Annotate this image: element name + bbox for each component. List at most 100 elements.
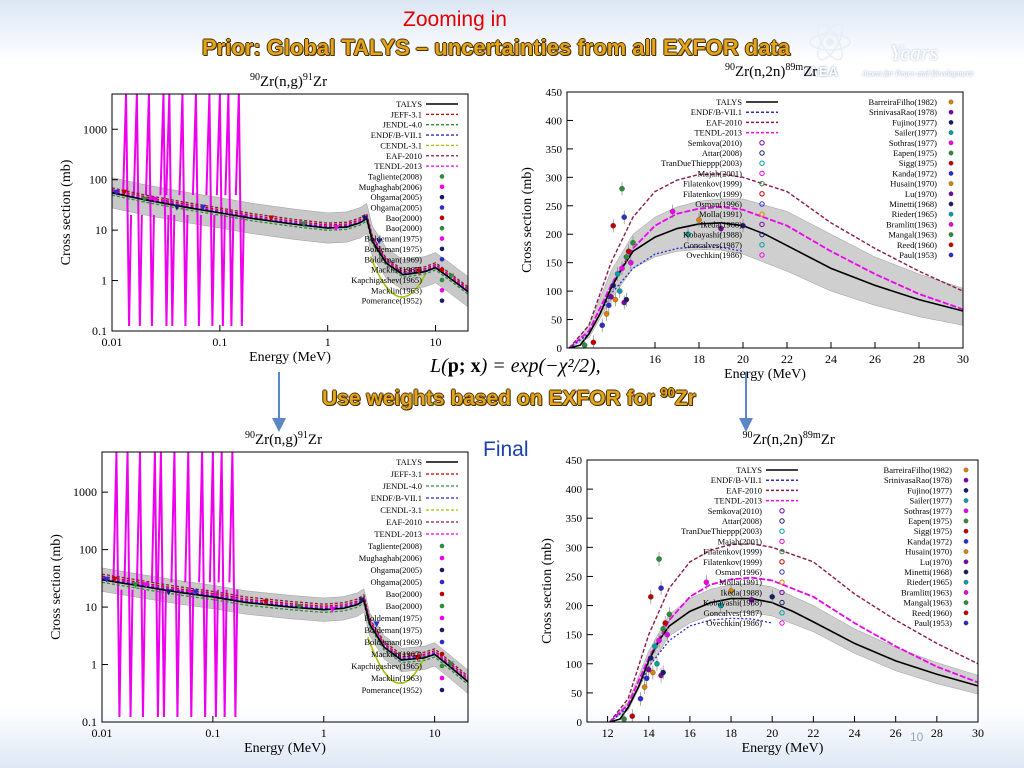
legend-marker	[779, 559, 785, 565]
y-tick-label: 50	[571, 688, 583, 700]
chart-svg: 12 14 16 18 20 22 24 26 28 3005010015020025030035…	[540, 455, 984, 756]
y-axis-label: Cross section (mb)	[49, 534, 64, 640]
y-tick-label: 100	[89, 173, 107, 187]
legend-entry: TALYS	[396, 99, 422, 109]
data-point	[192, 589, 199, 596]
y-tick-label: 150	[546, 258, 563, 270]
y-tick-label: 200	[566, 601, 583, 613]
legend: TALYS JEFF-3.1 JENDL-4.0 ENDF/B-VII.1 CENDL-…	[351, 457, 458, 695]
legend-entry: Boldeman(1975)	[364, 625, 422, 635]
legend-entry: Semkova(2010)	[708, 506, 762, 516]
x-tick-label: 18	[693, 352, 705, 366]
legend-entry: Husain(1970)	[905, 547, 952, 557]
data-point	[414, 654, 421, 661]
plot-frame	[566, 91, 964, 349]
legend-entry: Mangal(1963)	[903, 598, 952, 608]
tendl-line	[609, 576, 979, 723]
legend-entry: Rieder(1965)	[907, 577, 952, 587]
data-point	[300, 221, 307, 228]
y-tick-label: 200	[546, 229, 563, 241]
legend-entry: ENDF/B-VII.1	[711, 475, 762, 485]
x-tick-label: 0.1	[212, 335, 227, 349]
resonance-line	[228, 451, 239, 718]
legend-entry: Molla(1991)	[699, 209, 742, 219]
legend-marker	[439, 687, 445, 693]
chart-ng-prior: 0.01 0.1 1 10 0.1 1 10 100 1000 Energy (MeV) Cross…	[40, 72, 480, 367]
data-point	[268, 215, 275, 222]
y-tick-label: 0	[577, 717, 583, 729]
legend-marker	[759, 201, 765, 207]
data-point	[669, 208, 676, 215]
logo-years-text: Years	[890, 40, 939, 65]
legend-entry: Semkova(2010)	[688, 138, 742, 148]
y-tick-label: 1000	[73, 485, 97, 499]
y-tick-label: 400	[566, 484, 583, 496]
data-point	[728, 588, 734, 594]
legend-entry: CENDL-3.1	[380, 505, 422, 515]
legend-marker	[948, 130, 954, 135]
chart-ng-final: 0.01 0.1 1 10 0.1 1 10 100 1000 Energy (MeV) Cross…	[30, 430, 480, 758]
legend-entry: Reed(1960)	[912, 608, 952, 618]
legend-entry: Eapen(1975)	[908, 516, 952, 526]
data-point	[333, 225, 340, 232]
y-tick-label: 10	[85, 600, 97, 614]
data-point	[619, 185, 625, 192]
legend-marker	[779, 599, 785, 606]
legend-entry: Fujino(1977)	[907, 485, 952, 495]
legend-entry: Bramlitt(1963)	[886, 219, 937, 229]
legend-entry: Lu(1970)	[905, 189, 937, 199]
legend-marker	[779, 508, 785, 514]
legend-marker	[759, 180, 765, 187]
data-point	[650, 669, 656, 676]
data-point	[648, 655, 654, 661]
data-point	[656, 637, 662, 644]
legend-entry: Bao(2000)	[386, 223, 423, 233]
data-point	[740, 222, 746, 229]
data-point	[415, 268, 422, 275]
y-axis-label: Cross section (mb)	[59, 159, 74, 265]
resonance-line	[150, 451, 161, 718]
y-axis-label: Cross section (mb)	[520, 167, 535, 273]
eaf-line	[609, 543, 979, 723]
resonance-line	[234, 93, 245, 327]
legend-marker	[948, 150, 954, 156]
data-point	[623, 296, 630, 303]
data-point	[621, 214, 627, 220]
logo-org-text: IAEA	[804, 64, 840, 79]
legend-entry: TENDL-2013	[374, 529, 422, 539]
y-tick-label: 450	[546, 87, 563, 99]
data-point	[141, 196, 148, 203]
legend-entry: Ohgama(2005)	[371, 577, 423, 587]
x-tick-label: 22	[807, 726, 819, 740]
legend-marker	[439, 288, 445, 293]
legend-marker	[439, 543, 445, 549]
legend-marker	[963, 600, 969, 605]
legend-entry: Ikeda(1988)	[720, 587, 762, 597]
data-point	[664, 631, 671, 638]
data-point	[358, 597, 365, 604]
data-point	[652, 643, 658, 650]
legend-marker	[963, 620, 969, 626]
legend-marker	[779, 620, 785, 626]
evaluation-line	[101, 573, 469, 677]
legend-marker	[439, 555, 445, 561]
legend-entry: Ikeda(1988)	[700, 219, 742, 229]
legend-entry: Tagliente(2008)	[368, 171, 422, 181]
legend-marker	[759, 221, 765, 228]
legend-entry: TENDL-2013	[374, 161, 422, 171]
data-point	[262, 599, 269, 606]
y-tick-label: 350	[546, 144, 563, 156]
x-tick-label: 1	[325, 335, 331, 349]
y-tick-label: 0.1	[82, 715, 97, 729]
legend-left: TALYSENDF/B-VII.1EAF-2010TENDL-2013Semko…	[661, 97, 778, 260]
legend-marker	[759, 211, 765, 217]
legend-entry: Fujino(1977)	[892, 117, 937, 127]
legend-marker	[963, 549, 969, 554]
legend-entry: ENDF/B-VII.1	[371, 493, 422, 503]
legend-marker	[948, 120, 954, 125]
legend-entry: Kanda(1972)	[892, 168, 937, 178]
data-point	[658, 585, 664, 591]
legend-marker	[948, 232, 954, 237]
legend-entry: Kapchigashev(1965)	[351, 661, 422, 671]
